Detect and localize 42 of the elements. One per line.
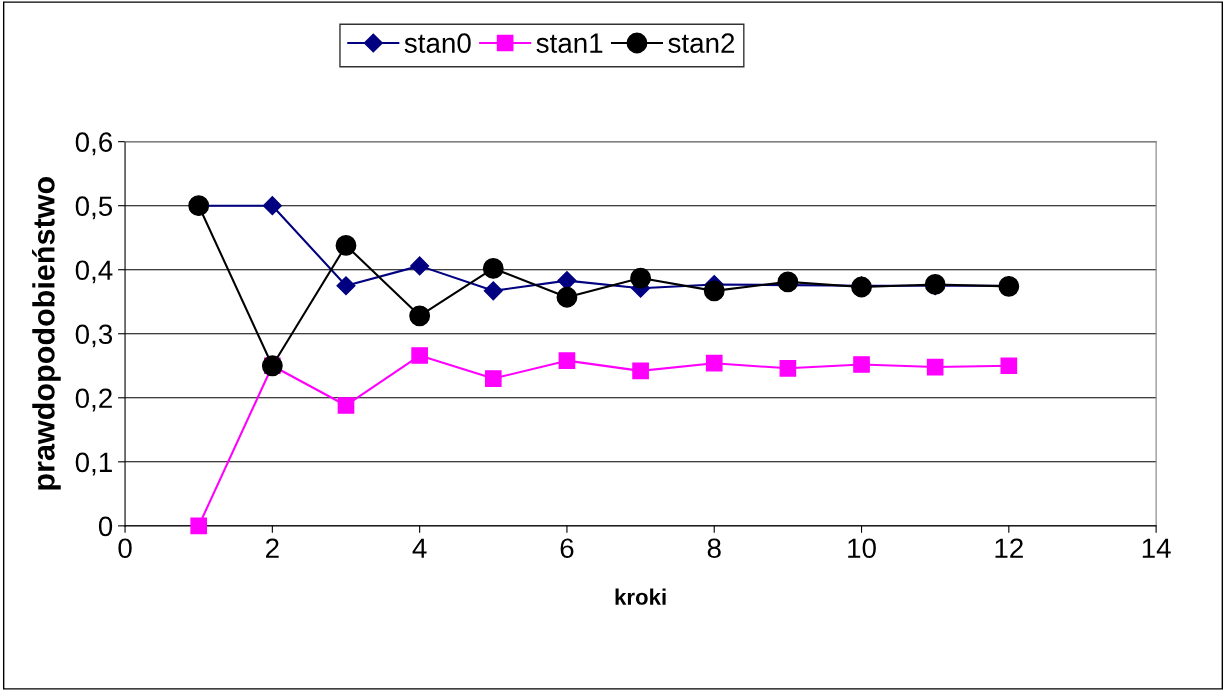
y-tick-label: 0,2 xyxy=(75,388,112,412)
x-tick-label: 2 xyxy=(266,538,279,558)
y-tick-label: 0,5 xyxy=(75,196,113,220)
point xyxy=(1000,357,1018,375)
legend-label: stan0 xyxy=(404,33,471,53)
x-tick-label: 8 xyxy=(707,538,721,559)
point xyxy=(484,370,502,387)
x-tick-label: 12 xyxy=(995,538,1023,558)
point xyxy=(337,397,355,414)
x-axis-title: kroki xyxy=(615,588,666,605)
y-axis-title: prawdopodobieństwo xyxy=(32,177,61,490)
point xyxy=(410,256,430,276)
legend-label: stan2 xyxy=(668,33,735,53)
point xyxy=(779,359,797,377)
x-tick-label: 10 xyxy=(848,538,876,559)
point xyxy=(411,347,428,364)
legend-label: stan1 xyxy=(536,33,603,53)
point xyxy=(335,234,357,256)
x-tick-label: 14 xyxy=(1142,538,1171,558)
x-tick-label: 0 xyxy=(118,538,132,559)
y-tick-label: 0,1 xyxy=(75,452,112,476)
point xyxy=(853,356,870,373)
point xyxy=(705,354,723,372)
point xyxy=(558,352,576,369)
point xyxy=(190,517,208,535)
point xyxy=(632,362,649,380)
x-tick-label: 6 xyxy=(560,538,574,559)
point xyxy=(926,358,944,376)
x-tick-label: 4 xyxy=(412,538,427,558)
point xyxy=(409,305,431,327)
point xyxy=(262,196,282,216)
y-tick-label: 0,6 xyxy=(75,132,113,156)
point xyxy=(777,271,799,293)
point xyxy=(703,280,725,302)
point xyxy=(630,267,652,289)
y-tick-label: 0 xyxy=(98,516,113,537)
point xyxy=(483,281,503,301)
point xyxy=(336,276,356,296)
point xyxy=(556,286,578,308)
y-tick-label: 0,3 xyxy=(75,324,113,348)
y-tick-label: 0,4 xyxy=(75,260,113,284)
point xyxy=(482,258,504,279)
